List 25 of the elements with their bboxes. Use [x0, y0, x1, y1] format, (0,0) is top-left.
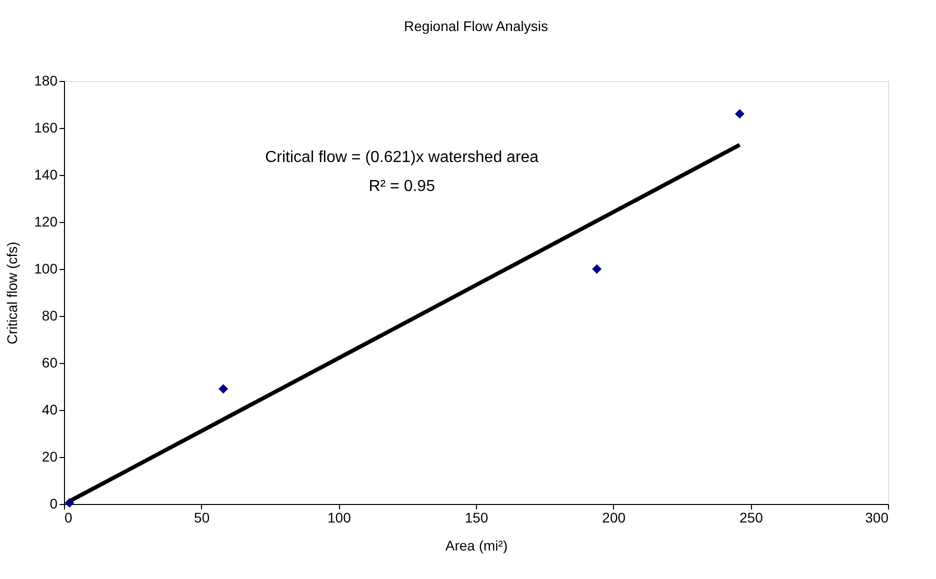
y-tick-label: 160	[34, 120, 58, 136]
y-tick-label: 60	[42, 354, 58, 370]
point	[218, 384, 228, 394]
y-tick-label: 80	[42, 308, 58, 324]
x-tick-label: 0	[64, 510, 72, 526]
x-tick-label: 200	[602, 510, 626, 526]
y-tick-label: 180	[34, 72, 58, 88]
x-axis-title: Area (mi²)	[445, 538, 508, 554]
chart-title: Regional Flow Analysis	[404, 18, 548, 34]
annotation: R² = 0.95	[368, 178, 436, 195]
annotation: Critical flow = (0.621)x watershed area	[265, 149, 539, 166]
y-axis-title: Critical flow (cfs)	[4, 242, 20, 344]
y-tick-label: 0	[50, 496, 58, 512]
x-tick-label: 250	[739, 510, 764, 526]
y-tick-label: 120	[34, 214, 58, 230]
y-tick-label: 140	[34, 166, 58, 182]
point	[592, 264, 602, 274]
x-tick-label: 150	[464, 510, 488, 526]
x-tick-label: 100	[327, 510, 352, 526]
y-tick-label: 40	[42, 402, 58, 418]
x-tick-label: 300	[865, 510, 889, 526]
point	[734, 109, 744, 119]
x-tick-label: 50	[194, 510, 210, 526]
y-tick-label: 20	[42, 448, 58, 464]
y-tick-label: 100	[34, 260, 58, 276]
